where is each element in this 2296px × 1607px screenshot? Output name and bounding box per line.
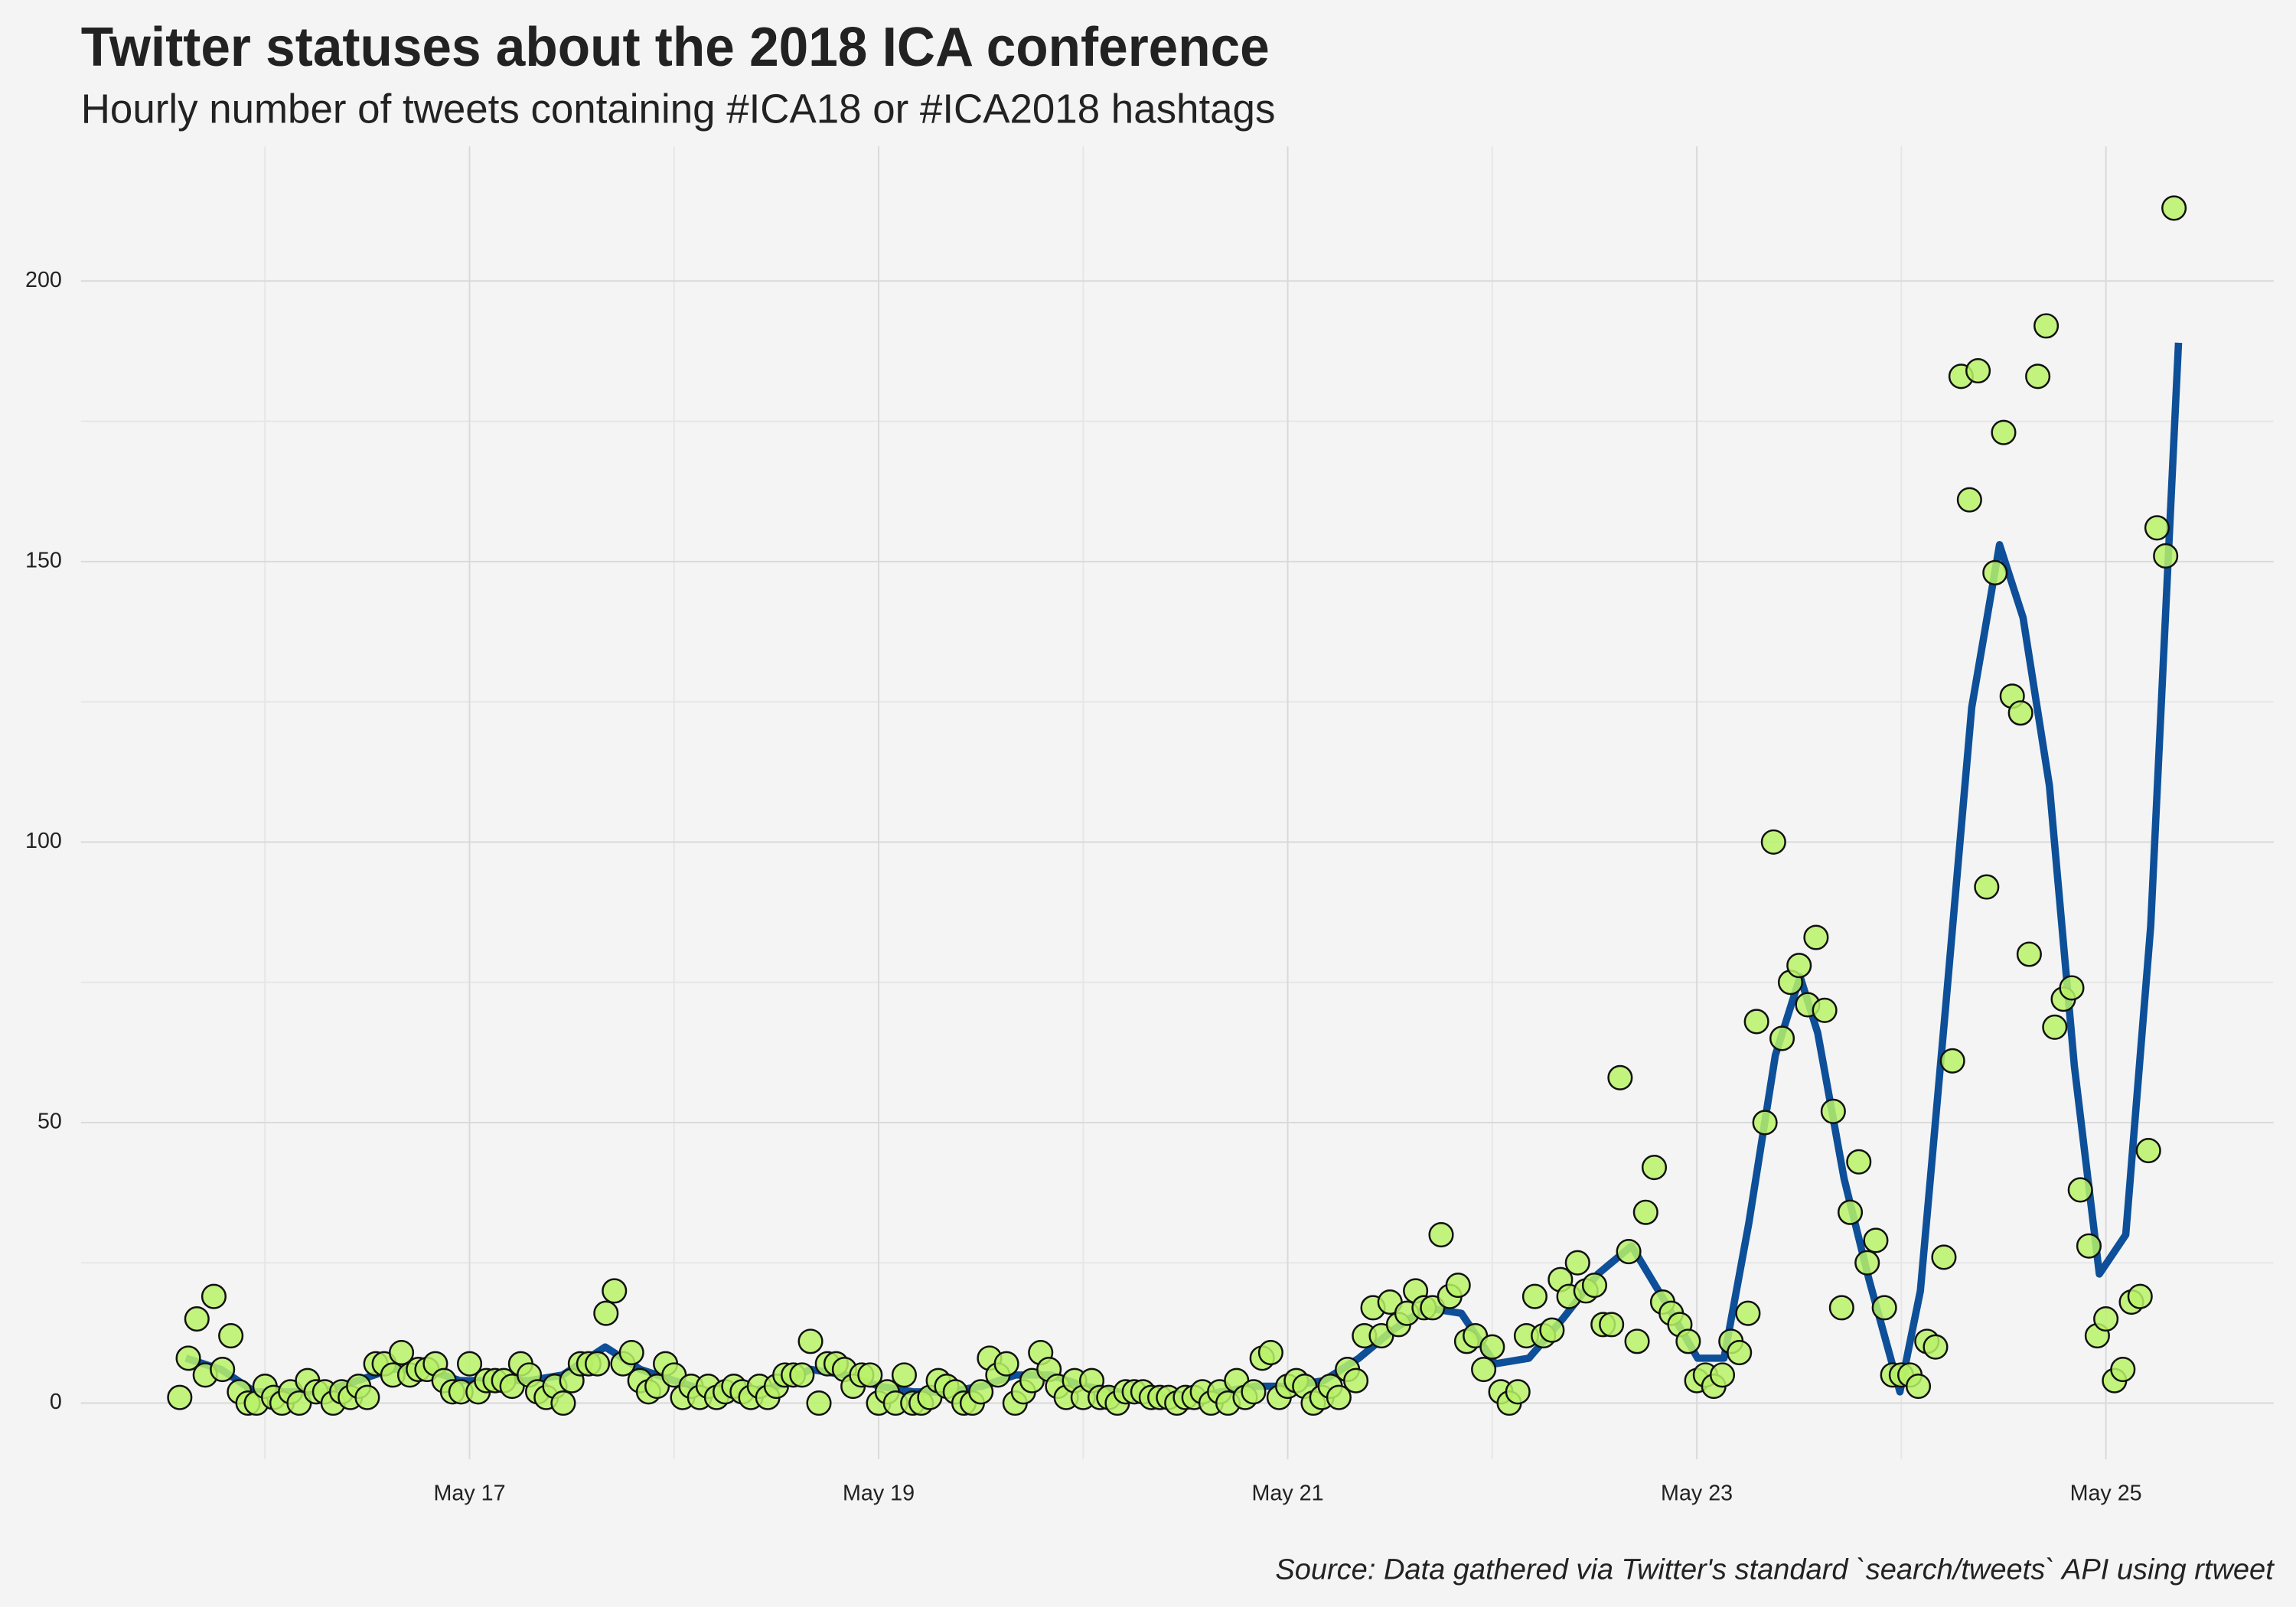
point (1624, 1328, 1650, 1354)
point (2033, 313, 2060, 339)
point (218, 1322, 244, 1349)
point (1632, 1199, 1658, 1225)
point (593, 1300, 619, 1326)
point (789, 1362, 815, 1388)
point (585, 1351, 611, 1377)
point (2144, 515, 2170, 541)
point (2110, 1356, 2136, 1383)
point (2025, 363, 2051, 390)
point (1812, 997, 1838, 1023)
point (968, 1379, 994, 1405)
point (1521, 1283, 1548, 1309)
x-tick-label: May 17 (434, 1481, 506, 1505)
grid (80, 146, 2274, 1459)
point (1982, 559, 2008, 585)
point (1828, 1295, 1854, 1321)
point (1445, 1273, 1471, 1299)
point (1505, 1379, 1531, 1405)
x-tick-label: May 25 (2070, 1481, 2142, 1505)
x-tick-label: May 21 (1252, 1481, 1324, 1505)
point (993, 1351, 1019, 1377)
point (388, 1339, 415, 1366)
point (1854, 1250, 1880, 1276)
point (1564, 1250, 1590, 1276)
point (550, 1390, 576, 1416)
point (1326, 1384, 1352, 1410)
point (1735, 1300, 1761, 1326)
point (456, 1351, 483, 1377)
point (1257, 1339, 1283, 1366)
point (2016, 941, 2042, 967)
point (1965, 357, 1991, 384)
point (618, 1339, 644, 1366)
point (891, 1362, 918, 1388)
y-tick-label: 200 (25, 268, 62, 292)
point (2127, 1283, 2153, 1309)
point (1727, 1339, 1753, 1366)
point (1675, 1328, 1701, 1354)
point (1803, 924, 1829, 950)
point (1343, 1367, 1369, 1393)
y-tick-label: 50 (38, 1110, 62, 1134)
point (210, 1356, 236, 1383)
point (1769, 1025, 1795, 1051)
point (2076, 1233, 2102, 1259)
point (1479, 1334, 1505, 1360)
point (2135, 1138, 2161, 1164)
point (1939, 1048, 1965, 1074)
point (1846, 1149, 1872, 1175)
point (1863, 1227, 1889, 1253)
point (2153, 543, 2179, 569)
point (602, 1278, 628, 1304)
chart-subtitle: Hourly number of tweets containing #ICA1… (81, 87, 1276, 132)
point (201, 1283, 227, 1309)
point (1931, 1244, 1957, 1270)
point (806, 1390, 832, 1416)
point (1743, 1009, 1769, 1035)
point (2007, 700, 2033, 726)
chart-title: Twitter statuses about the 2018 ICA conf… (81, 16, 1270, 78)
y-tick-label: 150 (25, 548, 62, 572)
point (354, 1384, 380, 1410)
point (2161, 195, 2187, 221)
point (2059, 975, 2085, 1001)
point (1752, 1110, 1778, 1136)
point (1923, 1334, 1949, 1360)
point (1581, 1273, 1608, 1299)
marks (167, 195, 2187, 1416)
point (1607, 1064, 1633, 1090)
point (1974, 874, 2000, 900)
point (2093, 1305, 2119, 1332)
point (1786, 953, 1812, 979)
point (857, 1362, 883, 1388)
point (1820, 1098, 1846, 1124)
point (1471, 1356, 1497, 1383)
point (1905, 1373, 1932, 1400)
point (2042, 1014, 2068, 1040)
point (1991, 419, 2017, 445)
point (184, 1305, 210, 1332)
point (1956, 487, 1982, 513)
point (1428, 1222, 1454, 1248)
point (1709, 1362, 1736, 1388)
point (1871, 1295, 1897, 1321)
x-tick-label: May 23 (1661, 1481, 1733, 1505)
y-tick-label: 0 (50, 1390, 62, 1414)
point (175, 1345, 201, 1371)
point (1837, 1199, 1864, 1225)
point (1616, 1239, 1642, 1265)
point (2067, 1177, 2093, 1203)
point (1760, 829, 1786, 855)
point (1641, 1155, 1668, 1181)
point (1539, 1317, 1565, 1343)
point (797, 1328, 823, 1354)
x-tick-label: May 19 (843, 1481, 915, 1505)
point (167, 1384, 193, 1410)
caption: Source: Data gathered via Twitter's stan… (1275, 1553, 2275, 1586)
y-tick-label: 100 (25, 829, 62, 853)
point (1599, 1312, 1625, 1338)
point (1241, 1379, 1267, 1405)
